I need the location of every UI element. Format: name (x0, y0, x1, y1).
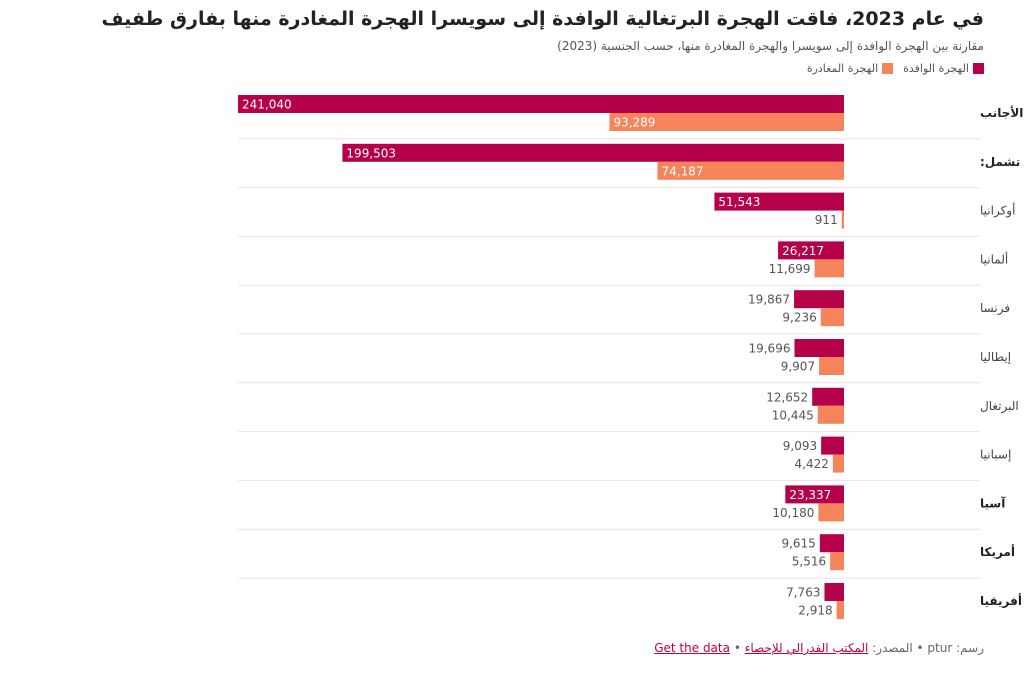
bar-emigration[interactable] (817, 405, 844, 424)
data-label-emigration: 11,699 (769, 262, 811, 276)
bar-emigration[interactable] (830, 552, 844, 571)
bar-immigration[interactable] (342, 143, 844, 162)
bar-emigration[interactable] (819, 357, 844, 375)
data-label-emigration: 2,918 (798, 604, 832, 618)
chart-title: في عام 2023، فاقت الهجرة البرتغالية الوا… (101, 8, 984, 30)
bar-immigration[interactable] (819, 534, 844, 553)
bar-emigration[interactable] (609, 113, 844, 131)
category-label: أفريقيا (980, 593, 1022, 608)
chart-header: في عام 2023، فاقت الهجرة البرتغالية الوا… (101, 4, 984, 75)
bar-emigration[interactable] (841, 210, 844, 229)
bar-immigration[interactable] (238, 95, 844, 113)
bar-immigration[interactable] (785, 485, 844, 504)
category-label: فرنسا (980, 301, 1010, 316)
data-label-immigration: 26,217 (782, 244, 824, 258)
category-label: إسبانيا (980, 448, 1011, 462)
data-label-immigration: 19,696 (748, 342, 790, 356)
legend-item-emigration[interactable]: الهجرة المغادرة (806, 62, 894, 75)
chart-legend: الهجرة الوافدة الهجرة المغادرة (230, 62, 984, 75)
data-label-emigration: 10,180 (772, 506, 814, 520)
footer-credit: رسم: ptur • المصدر: (872, 641, 984, 655)
category-label: ألمانيا (980, 251, 1008, 266)
data-label-immigration: 23,337 (789, 488, 831, 502)
data-label-emigration: 10,445 (772, 408, 814, 422)
legend-swatch-immigration (973, 63, 984, 74)
data-label-emigration: 911 (815, 213, 838, 227)
legend-label-emigration: الهجرة المغادرة (806, 62, 879, 75)
bar-emigration[interactable] (657, 161, 844, 180)
category-label: إيطاليا (980, 350, 1011, 364)
data-label-immigration: 12,652 (766, 390, 808, 404)
data-label-emigration: 9,907 (781, 360, 815, 374)
bar-immigration[interactable] (794, 290, 844, 309)
data-label-immigration: 9,093 (783, 439, 817, 453)
bar-emigration[interactable] (814, 259, 844, 278)
data-label-immigration: 19,867 (748, 293, 790, 307)
chart-subtitle: مقارنة بين الهجرة الوافدة إلى سويسرا وال… (557, 39, 984, 53)
bar-immigration[interactable] (821, 436, 844, 455)
legend-swatch-emigration (882, 63, 894, 74)
data-label-emigration: 4,422 (795, 457, 829, 471)
source-link[interactable]: المكتب الفدرالي للإحصاء (744, 641, 869, 655)
category-label: آسيا (980, 495, 1006, 510)
data-label-emigration: 5,516 (792, 555, 826, 569)
bar-immigration[interactable] (714, 192, 844, 211)
legend-label-immigration: الهجرة الوافدة (903, 62, 969, 75)
data-label-immigration: 241,040 (242, 98, 292, 112)
legend-item-immigration[interactable]: الهجرة الوافدة (903, 62, 984, 75)
data-label-emigration: 74,187 (661, 164, 703, 178)
data-label-emigration: 9,236 (782, 311, 816, 325)
footer-separator: • (733, 641, 741, 655)
bar-immigration[interactable] (824, 583, 844, 601)
bar-immigration[interactable] (812, 387, 844, 406)
bar-immigration[interactable] (794, 339, 844, 357)
data-label-immigration: 7,763 (786, 586, 820, 600)
category-label: البرتغال (980, 399, 1019, 414)
category-label: أوروبا، تشمل: (980, 154, 1024, 170)
data-label-immigration: 9,615 (781, 537, 815, 551)
category-label: أمريكا (980, 544, 1015, 559)
data-label-emigration: 93,289 (613, 116, 655, 130)
category-label: إجمالي عدد السكان الأجانب (980, 105, 1024, 120)
category-label: أوكرانيا (980, 203, 1015, 219)
bar-emigration[interactable] (836, 601, 844, 619)
bar-immigration[interactable] (778, 241, 844, 260)
bar-emigration[interactable] (832, 454, 844, 473)
data-label-immigration: 199,503 (346, 146, 396, 160)
get-data-link[interactable]: Get the data (654, 641, 730, 655)
chart-footer: رسم: ptur • المصدر: المكتب الفدرالي للإح… (654, 641, 984, 655)
bar-emigration[interactable] (820, 308, 844, 327)
data-label-immigration: 51,543 (718, 195, 760, 209)
bar-emigration[interactable] (818, 503, 844, 522)
